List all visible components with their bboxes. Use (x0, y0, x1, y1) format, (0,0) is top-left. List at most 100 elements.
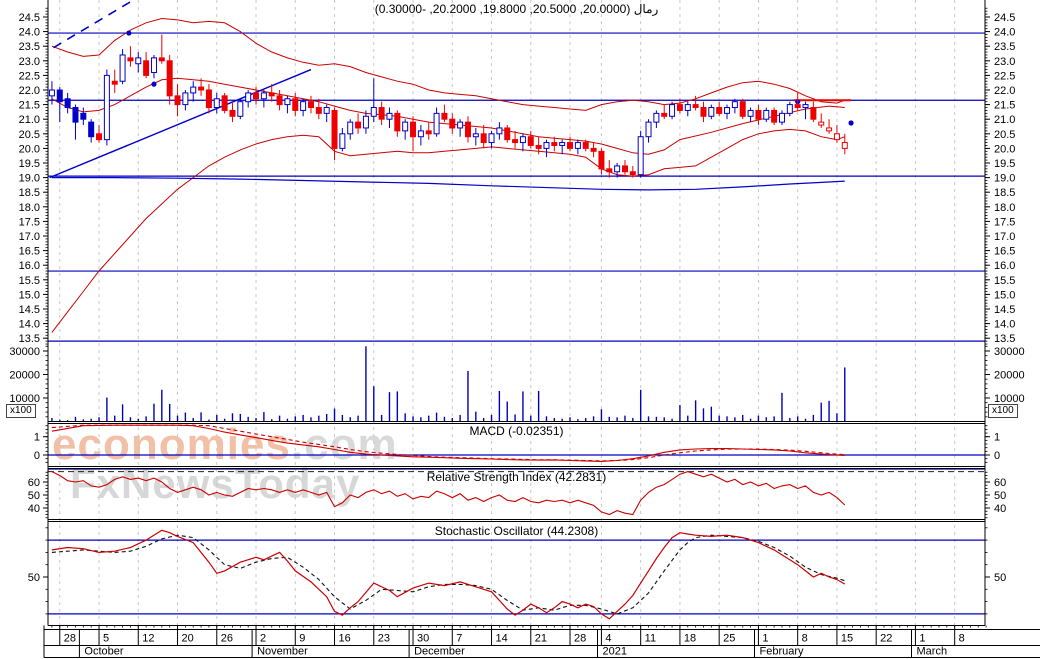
svg-text:8: 8 (802, 633, 808, 645)
symbol-name: رمال (633, 2, 659, 16)
rsi-panel-title: Relative Strength Index (42.2831) (426, 470, 607, 484)
svg-text:30000: 30000 (994, 346, 1025, 358)
svg-text:60: 60 (28, 477, 40, 489)
svg-text:15.5: 15.5 (19, 275, 40, 287)
svg-text:0: 0 (994, 450, 1000, 462)
svg-text:22: 22 (880, 633, 892, 645)
svg-text:23.0: 23.0 (994, 56, 1015, 68)
svg-text:16.5: 16.5 (994, 246, 1015, 258)
svg-text:22.5: 22.5 (994, 70, 1015, 82)
svg-text:17.5: 17.5 (19, 216, 40, 228)
svg-text:20.0: 20.0 (994, 143, 1015, 155)
svg-text:17.0: 17.0 (994, 231, 1015, 243)
svg-text:1: 1 (34, 432, 40, 444)
svg-text:19.0: 19.0 (19, 173, 40, 185)
svg-text:18.0: 18.0 (994, 202, 1015, 214)
svg-text:0: 0 (34, 450, 40, 462)
svg-text:22.0: 22.0 (994, 85, 1015, 97)
svg-text:1: 1 (919, 633, 925, 645)
svg-text:50: 50 (28, 490, 40, 502)
watermark-fxnewstoday-text: FxNewsToday (70, 460, 361, 507)
svg-text:28: 28 (574, 633, 586, 645)
macd-panel-title: MACD (-0.02351) (469, 424, 564, 438)
svg-text:15.0: 15.0 (994, 289, 1015, 301)
svg-text:30: 30 (417, 633, 429, 645)
watermark-economies: economies.com (52, 420, 398, 470)
svg-text:10000: 10000 (9, 393, 40, 405)
y-axis-labels: 13.5 13.5 14.0 14.0 14.5 14.5 15.0 15.0 15.5 15.5… (9, 7, 1025, 615)
svg-text:5: 5 (103, 633, 109, 645)
svg-text:24.5: 24.5 (19, 12, 40, 24)
svg-text:18.5: 18.5 (994, 187, 1015, 199)
svg-text:21.0: 21.0 (19, 114, 40, 126)
svg-text:10000: 10000 (994, 393, 1025, 405)
svg-text:21.0: 21.0 (994, 114, 1015, 126)
stoch-panel (48, 529, 985, 620)
svg-text:October: October (84, 646, 123, 658)
svg-text:23.5: 23.5 (19, 41, 40, 53)
x-axis-date-band: 28 5 12 20 26 2 9 16 23 30 7 14 21 28 4 11 18 25 1 8 15 22 1 8O… (43, 625, 1040, 658)
watermark-economies-text: economies (52, 420, 291, 469)
svg-text:24.0: 24.0 (994, 27, 1015, 39)
svg-text:20000: 20000 (9, 370, 40, 382)
svg-text:20.5: 20.5 (19, 129, 40, 141)
svg-text:13.5: 13.5 (994, 333, 1015, 345)
svg-text:21.5: 21.5 (19, 100, 40, 112)
svg-text:16.5: 16.5 (19, 246, 40, 258)
svg-text:40: 40 (28, 503, 40, 515)
svg-text:50: 50 (28, 572, 40, 584)
svg-text:19.5: 19.5 (19, 158, 40, 170)
svg-text:4: 4 (605, 633, 611, 645)
svg-text:19.5: 19.5 (994, 158, 1015, 170)
svg-text:15.0: 15.0 (19, 289, 40, 301)
svg-text:26: 26 (221, 633, 233, 645)
svg-text:2: 2 (260, 633, 266, 645)
svg-text:24.5: 24.5 (994, 12, 1015, 24)
volume-unit-label-left: x100 (6, 404, 36, 418)
svg-text:16: 16 (339, 633, 351, 645)
svg-text:22.5: 22.5 (19, 70, 40, 82)
svg-text:February: February (760, 646, 805, 658)
svg-text:December: December (414, 646, 465, 658)
svg-text:November: November (257, 646, 308, 658)
svg-text:21: 21 (535, 633, 547, 645)
svg-text:23: 23 (378, 633, 390, 645)
svg-text:14.0: 14.0 (994, 319, 1015, 331)
svg-text:12: 12 (142, 633, 154, 645)
volume-panel (51, 346, 846, 422)
svg-text:19.0: 19.0 (994, 173, 1015, 185)
price-series-title: رمال (20.0000, 20.5000, 19.8000, 20.2000… (48, 2, 985, 16)
volume-unit-label-right: x100 (988, 404, 1018, 418)
svg-text:9: 9 (299, 633, 305, 645)
svg-text:1: 1 (762, 633, 768, 645)
svg-text:18.0: 18.0 (19, 202, 40, 214)
svg-text:21.5: 21.5 (994, 100, 1015, 112)
svg-text:11: 11 (645, 633, 656, 645)
svg-text:24.0: 24.0 (19, 27, 40, 39)
svg-text:30000: 30000 (9, 346, 40, 358)
svg-text:50: 50 (994, 572, 1006, 584)
svg-text:60: 60 (994, 477, 1006, 489)
svg-text:2021: 2021 (603, 646, 627, 658)
svg-text:8: 8 (959, 633, 965, 645)
svg-text:14: 14 (496, 633, 508, 645)
svg-text:20000: 20000 (994, 370, 1025, 382)
svg-text:14.5: 14.5 (994, 304, 1015, 316)
watermark-dotcom-text: .com (290, 420, 398, 469)
svg-text:March: March (917, 646, 948, 658)
svg-text:13.5: 13.5 (19, 333, 40, 345)
svg-text:17.5: 17.5 (994, 216, 1015, 228)
svg-text:17.0: 17.0 (19, 231, 40, 243)
svg-text:28: 28 (64, 633, 76, 645)
svg-text:18.5: 18.5 (19, 187, 40, 199)
svg-text:25: 25 (723, 633, 735, 645)
svg-text:20: 20 (182, 633, 194, 645)
svg-text:22.0: 22.0 (19, 85, 40, 97)
svg-text:15.5: 15.5 (994, 275, 1015, 287)
svg-text:1: 1 (994, 432, 1000, 444)
svg-text:50: 50 (994, 490, 1006, 502)
svg-text:16.0: 16.0 (19, 260, 40, 272)
watermark-fxnewstoday: FxNewsToday (70, 460, 360, 508)
